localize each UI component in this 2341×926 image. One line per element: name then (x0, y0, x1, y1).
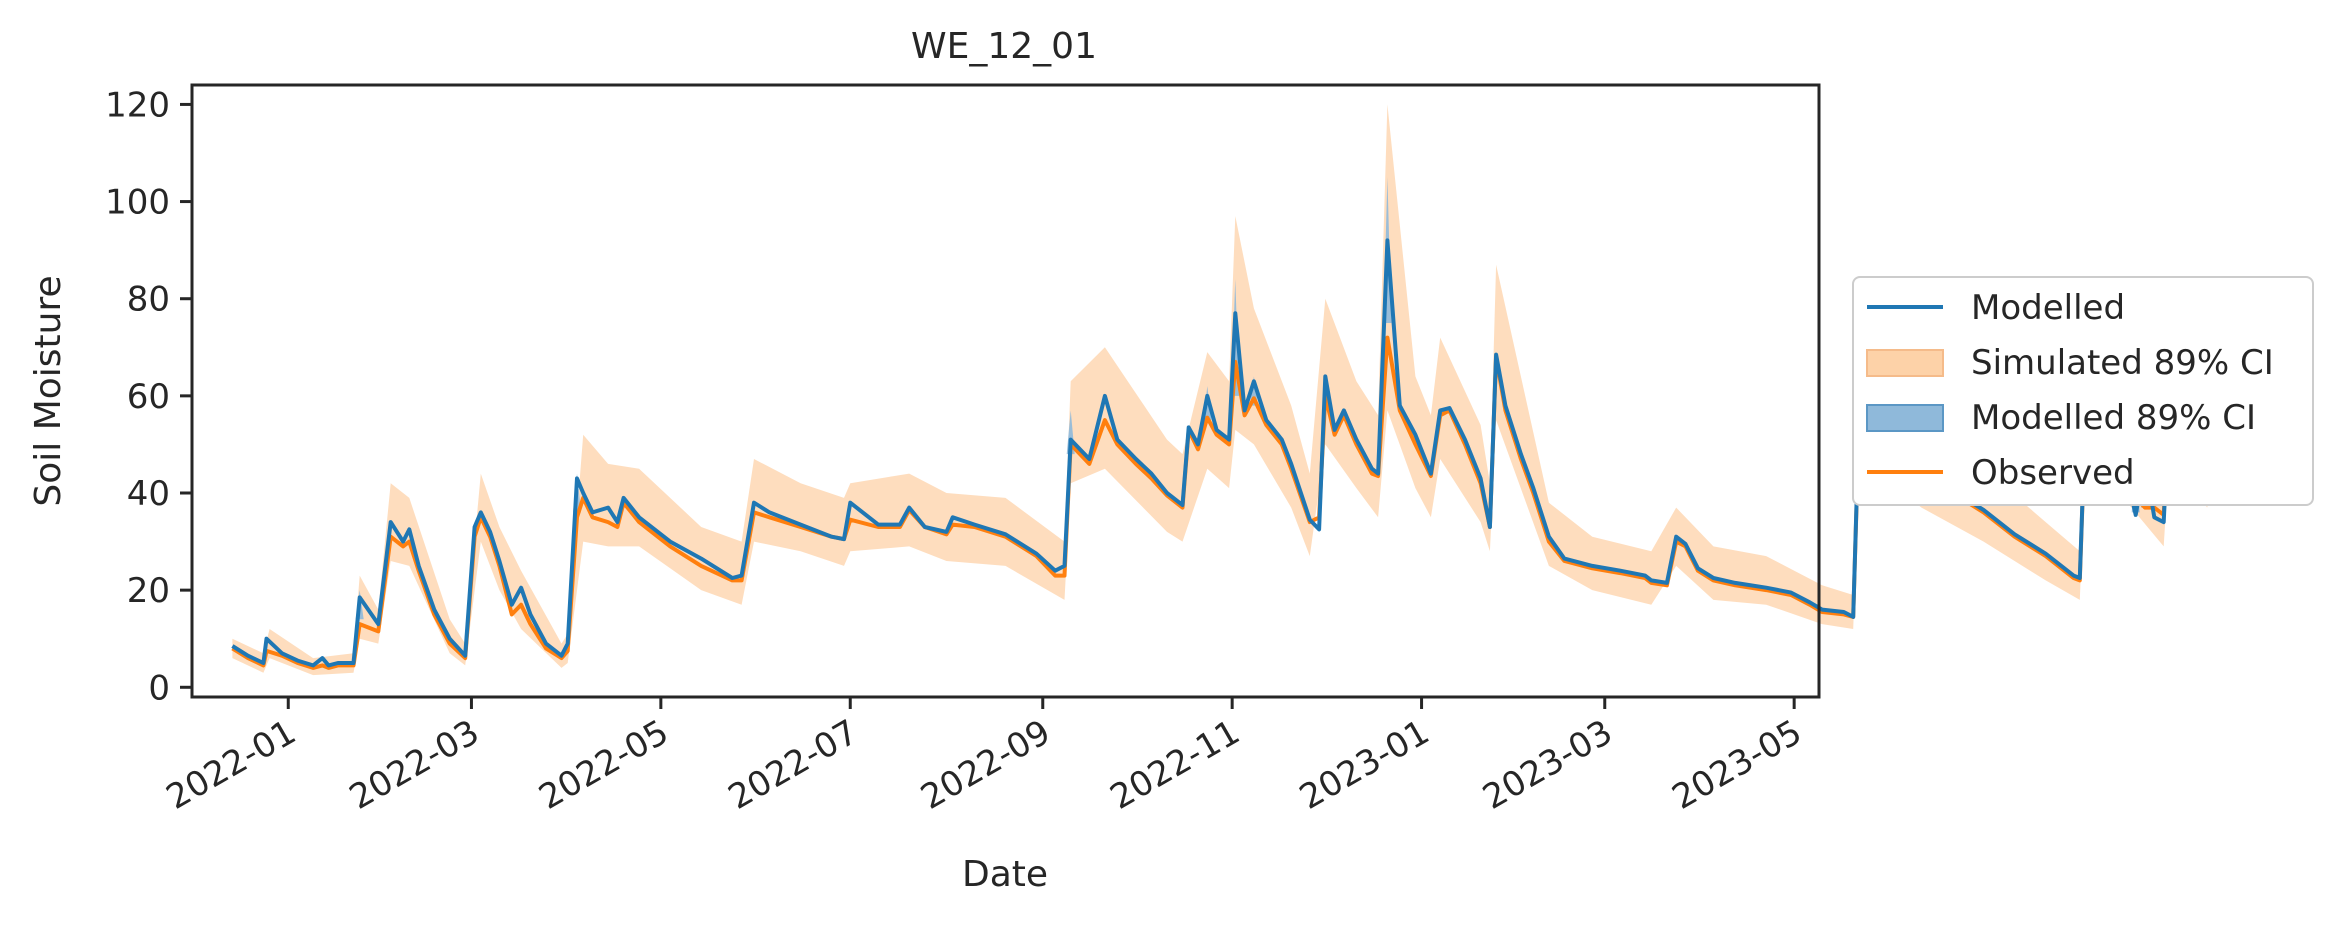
x-tick-label: 2023-05 (1666, 712, 1809, 818)
x-tick-label: 2023-03 (1476, 712, 1619, 818)
y-tick-label: 80 (127, 280, 170, 320)
legend-swatch (1866, 404, 1944, 432)
y-axis-title: Soil Moisture (28, 275, 69, 506)
x-tick-label: 2023-01 (1293, 712, 1436, 818)
legend-label: Simulated 89% CI (1971, 343, 2274, 383)
x-axis: 2022-01 2022-03 2022-05 2022-07 2022-09 2022-… (160, 697, 1809, 818)
y-tick-label: 0 (148, 668, 170, 708)
x-tick-label: 2022-01 (160, 712, 303, 818)
y-tick-label: 120 (105, 85, 170, 125)
y-axis: 0 20 40 60 80 100 120 (105, 85, 192, 708)
legend-swatch (1866, 349, 1944, 377)
legend-label: Modelled (1971, 288, 2125, 328)
x-tick-label: 2022-05 (532, 712, 675, 818)
y-tick-label: 20 (127, 571, 170, 611)
x-tick-label: 2022-09 (914, 712, 1057, 818)
y-tick-label: 60 (127, 377, 170, 417)
x-tick-label: 2022-11 (1104, 712, 1247, 818)
plot-frame (190, 83, 1821, 699)
y-tick-label: 100 (105, 183, 170, 223)
legend-box (1852, 276, 2314, 506)
legend-label: Observed (1971, 453, 2135, 493)
x-axis-title: Date (962, 854, 1048, 895)
chart-title: WE_12_01 (911, 26, 1097, 67)
x-tick-label: 2022-03 (343, 712, 486, 818)
x-tick-label: 2022-07 (722, 712, 865, 818)
legend-label: Modelled 89% CI (1971, 398, 2256, 438)
y-tick-label: 40 (127, 474, 170, 514)
legend: Modelled Simulated 89% CI Modelled 89% CI O… (1852, 276, 2314, 506)
